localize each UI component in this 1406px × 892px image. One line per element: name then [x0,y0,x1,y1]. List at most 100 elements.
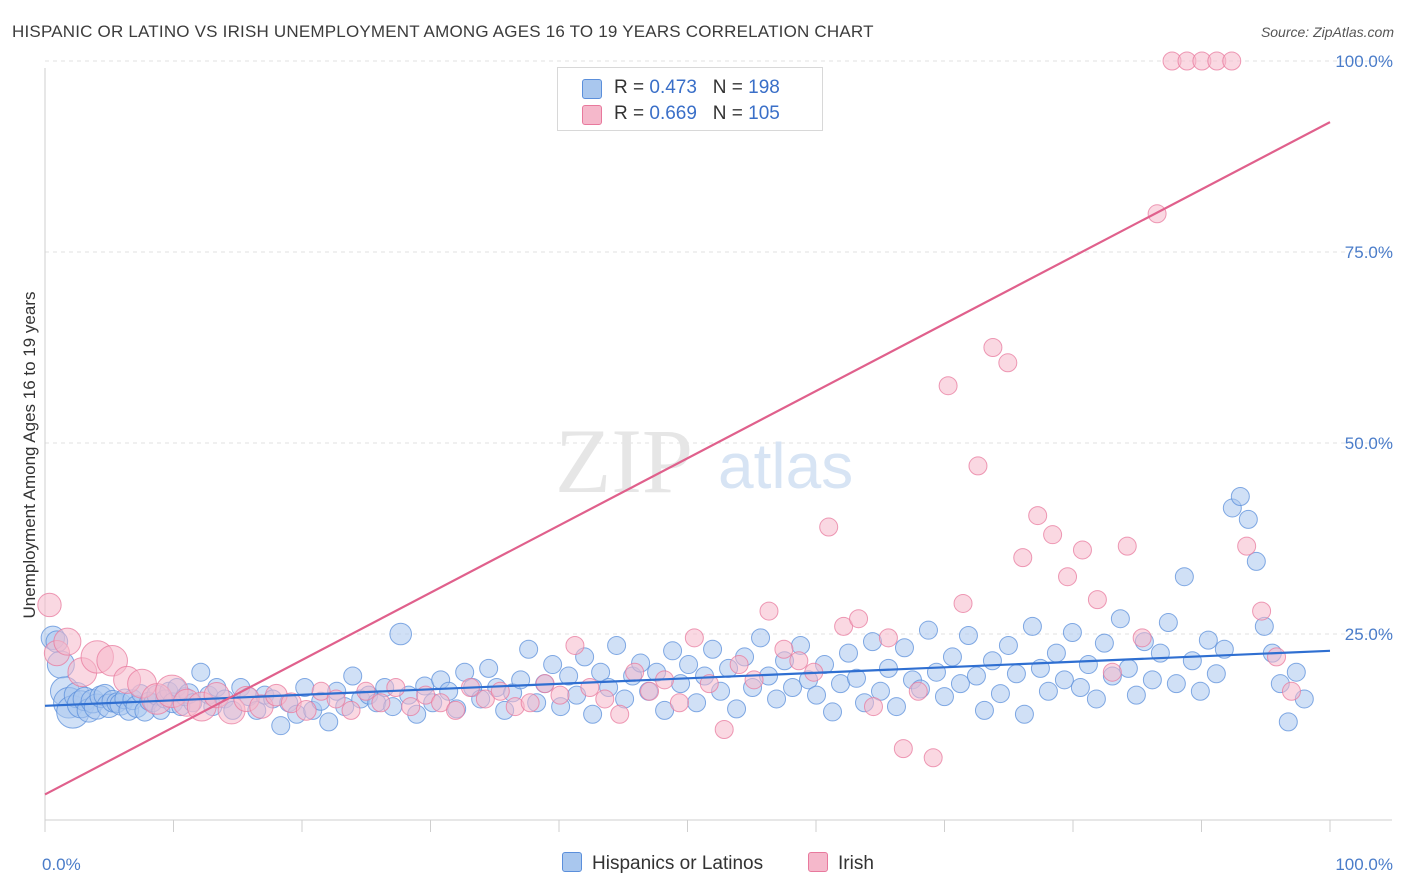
data-point [1058,567,1078,587]
data-point [893,739,913,759]
data-point [729,655,749,675]
data-point [1182,651,1202,671]
data-point [982,651,1002,671]
data-point [807,685,827,705]
data-point [519,639,539,659]
data-point [1086,689,1106,709]
data-point [714,720,734,739]
data-point [595,689,615,709]
data-point [191,662,211,682]
legend-n-value-pink: 105 [748,103,780,124]
x-tick-label: 100.0% [1335,855,1393,874]
data-point [862,632,882,652]
data-point [983,338,1003,357]
data-point [938,376,958,396]
data-point [1054,670,1074,690]
data-point [1043,525,1063,545]
bottom-legend-label-blue: Hispanics or Latinos [592,853,764,874]
data-point [319,712,339,732]
data-point [311,681,331,701]
legend: R = 0.473 N = 198 R = 0.669 N = 105 [557,67,823,131]
data-point [1117,536,1137,556]
grid-lines [45,60,1392,635]
trend-line-hispanics [44,649,1331,707]
data-point [1246,551,1266,571]
data-point [1198,630,1218,650]
data-point [655,700,675,720]
data-point [1070,677,1090,697]
data-point [990,684,1010,704]
data-point [1190,681,1210,701]
legend-swatch-blue [582,79,602,99]
data-point [886,697,906,717]
data-point [1014,704,1034,724]
x-tick-label: 0.0% [42,855,81,874]
data-point [341,700,361,720]
data-point [1278,712,1298,732]
data-point [974,700,994,720]
data-point [968,456,988,476]
bottom-legend-irish: Irish [808,852,874,875]
tick-labels: 25.0% 50.0% 75.0% 100.0% 0.0% 100.0% [42,52,1393,874]
data-point [1038,681,1058,701]
data-point [669,693,689,713]
data-point [958,626,978,646]
data-point [386,677,406,697]
data-point [663,641,683,661]
data-point [1126,685,1146,705]
data-point [823,702,843,722]
legend-r-value-blue: 0.473 [649,77,697,98]
data-point [789,651,809,671]
data-point [846,668,866,688]
data-point [699,674,719,694]
data-point [839,643,859,663]
data-point [1214,639,1234,659]
data-point [849,609,869,629]
data-point [863,697,883,717]
data-point [923,748,943,768]
data-point [520,693,540,713]
data-point [998,353,1018,373]
data-point [703,639,723,659]
source-credit: Source: ZipAtlas.com [1260,24,1394,40]
data-point [625,662,645,682]
data-point [607,635,627,655]
data-point [783,677,803,697]
chart-title: HISPANIC OR LATINO VS IRISH UNEMPLOYMENT… [12,22,874,41]
data-point [727,699,747,719]
legend-r-label: R = [614,103,650,124]
data-point [767,689,787,709]
legend-n-value-blue: 198 [748,77,780,98]
data-point [831,674,851,694]
y-tick-label: 100.0% [1335,52,1393,71]
data-point [751,628,771,648]
data-point [926,662,946,682]
data-point [1252,601,1272,621]
data-point [894,638,914,658]
data-point [475,689,495,709]
data-point [1013,548,1033,568]
data-point [1132,628,1152,648]
bottom-legend-hispanics: Hispanics or Latinos [562,852,763,875]
legend-r-label: R = [614,77,650,98]
data-point [640,681,660,701]
data-point [819,517,839,537]
axes [44,68,1392,832]
data-point [998,635,1018,655]
data-point [1166,674,1186,694]
data-point [431,693,451,713]
data-point [1158,613,1178,633]
data-point [1174,567,1194,587]
data-point [1286,662,1306,682]
data-point [834,616,854,636]
data-point [908,681,928,701]
data-point [343,666,363,686]
legend-n-label: N = [712,77,749,98]
data-point [583,704,603,724]
data-point [1222,51,1242,71]
data-point [942,647,962,667]
data-point [565,635,585,655]
data-point [295,700,317,721]
data-point [1206,664,1226,684]
data-point [1087,590,1107,610]
